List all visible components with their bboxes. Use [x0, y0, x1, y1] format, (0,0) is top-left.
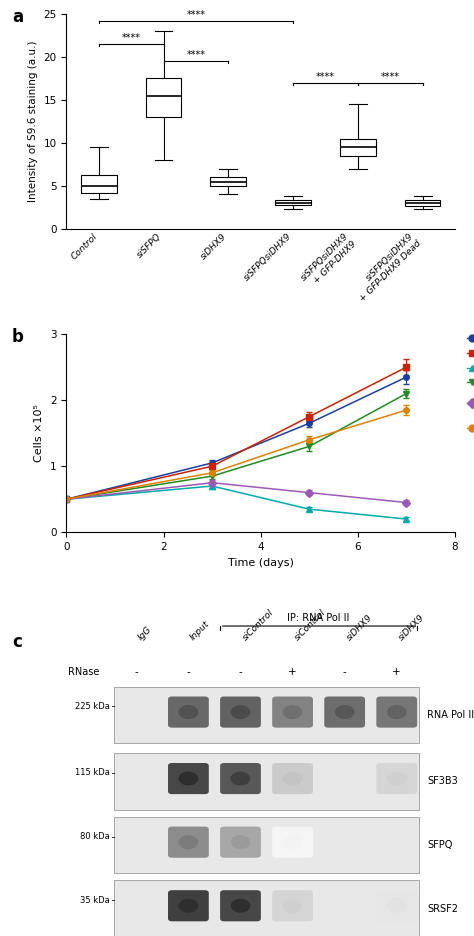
- Ellipse shape: [230, 771, 250, 785]
- X-axis label: Time (days): Time (days): [228, 558, 293, 567]
- Text: 225 kDa: 225 kDa: [75, 702, 110, 711]
- Ellipse shape: [387, 771, 407, 785]
- FancyBboxPatch shape: [272, 696, 313, 727]
- FancyBboxPatch shape: [376, 696, 417, 727]
- PathPatch shape: [405, 200, 440, 206]
- Text: -: -: [187, 667, 190, 678]
- PathPatch shape: [146, 79, 182, 117]
- Ellipse shape: [179, 835, 198, 849]
- Text: 35 kDa: 35 kDa: [80, 896, 110, 904]
- Text: SRSF2: SRSF2: [427, 903, 458, 914]
- Bar: [114, 753, 419, 810]
- PathPatch shape: [81, 175, 117, 193]
- Ellipse shape: [283, 835, 302, 849]
- FancyBboxPatch shape: [168, 890, 209, 921]
- FancyBboxPatch shape: [168, 763, 209, 794]
- Text: RNA Pol II: RNA Pol II: [427, 709, 474, 720]
- Ellipse shape: [179, 705, 198, 719]
- Text: Input: Input: [188, 619, 211, 642]
- FancyBboxPatch shape: [376, 890, 417, 921]
- PathPatch shape: [340, 139, 376, 155]
- Text: IP: RNA Pol II: IP: RNA Pol II: [287, 612, 350, 622]
- FancyBboxPatch shape: [220, 890, 261, 921]
- Text: -: -: [343, 667, 346, 678]
- Text: siControl: siControl: [240, 607, 275, 642]
- Y-axis label: Intensity of S9.6 staining (a.u.): Intensity of S9.6 staining (a.u.): [28, 40, 38, 202]
- Bar: [114, 817, 419, 873]
- Text: c: c: [12, 634, 22, 651]
- FancyBboxPatch shape: [168, 826, 209, 857]
- FancyBboxPatch shape: [168, 696, 209, 727]
- FancyBboxPatch shape: [272, 763, 313, 794]
- PathPatch shape: [210, 177, 246, 186]
- Ellipse shape: [283, 771, 302, 785]
- Text: +: +: [288, 667, 297, 678]
- Text: siDHX9: siDHX9: [397, 612, 426, 642]
- Bar: [114, 687, 419, 743]
- Text: siDHX9: siDHX9: [345, 612, 374, 642]
- FancyBboxPatch shape: [220, 763, 261, 794]
- Y-axis label: Cells ×10⁵: Cells ×10⁵: [35, 404, 45, 462]
- Text: 80 kDa: 80 kDa: [80, 832, 110, 841]
- Text: a: a: [12, 7, 23, 25]
- Legend: siControl, siDHX9, siSFPQ, siSFPQsiDHX9, siSFPQsiDHX9
+ DHX9-GFP, siSFPQsiDHX9
+: siControl, siDHX9, siSFPQ, siSFPQsiDHX9,…: [467, 334, 474, 437]
- Text: siControl: siControl: [292, 607, 327, 642]
- Ellipse shape: [387, 705, 407, 719]
- Text: ****: ****: [186, 10, 205, 20]
- Ellipse shape: [387, 899, 407, 913]
- FancyBboxPatch shape: [376, 763, 417, 794]
- Text: IgG: IgG: [137, 624, 154, 642]
- Text: b: b: [12, 329, 24, 346]
- Text: -: -: [135, 667, 138, 678]
- Text: ****: ****: [186, 51, 205, 61]
- Text: +: +: [392, 667, 401, 678]
- Ellipse shape: [230, 899, 250, 913]
- Text: RNase: RNase: [68, 667, 100, 678]
- Text: -: -: [238, 667, 242, 678]
- Text: SFPQ: SFPQ: [427, 840, 452, 850]
- Ellipse shape: [230, 835, 250, 849]
- Text: ****: ****: [316, 72, 335, 81]
- Text: ****: ****: [122, 34, 141, 43]
- FancyBboxPatch shape: [220, 696, 261, 727]
- FancyBboxPatch shape: [272, 826, 313, 857]
- Ellipse shape: [179, 771, 198, 785]
- Ellipse shape: [179, 899, 198, 913]
- Ellipse shape: [335, 705, 355, 719]
- Text: SF3B3: SF3B3: [427, 776, 458, 786]
- FancyBboxPatch shape: [324, 696, 365, 727]
- FancyBboxPatch shape: [272, 890, 313, 921]
- Ellipse shape: [283, 899, 302, 913]
- Text: 115 kDa: 115 kDa: [75, 768, 110, 778]
- Ellipse shape: [230, 705, 250, 719]
- FancyBboxPatch shape: [220, 826, 261, 857]
- PathPatch shape: [275, 200, 311, 205]
- Text: ****: ****: [381, 72, 400, 81]
- Ellipse shape: [283, 705, 302, 719]
- Bar: [114, 881, 419, 936]
